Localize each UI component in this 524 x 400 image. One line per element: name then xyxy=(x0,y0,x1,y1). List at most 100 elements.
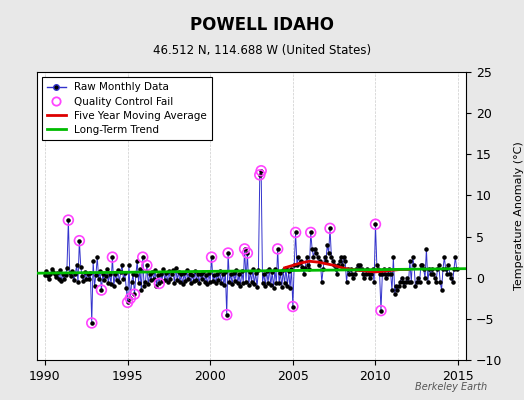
Point xyxy=(422,246,431,252)
Point xyxy=(70,277,78,283)
Point xyxy=(342,279,351,285)
Point xyxy=(224,250,232,256)
Point xyxy=(443,270,451,277)
Point xyxy=(307,229,315,236)
Point xyxy=(353,262,362,268)
Point xyxy=(71,271,80,278)
Point xyxy=(323,242,332,248)
Point xyxy=(282,265,290,271)
Point xyxy=(400,283,409,289)
Point xyxy=(219,271,227,278)
Point xyxy=(179,281,187,288)
Point xyxy=(412,279,421,285)
Point xyxy=(234,280,242,287)
Point xyxy=(364,270,373,277)
Point xyxy=(42,268,50,274)
Point xyxy=(302,254,311,260)
Point xyxy=(330,262,339,268)
Point xyxy=(154,272,162,278)
Point xyxy=(121,270,129,276)
Point xyxy=(346,266,355,273)
Point xyxy=(370,279,378,285)
Point xyxy=(327,254,335,260)
Point xyxy=(338,262,346,268)
Point xyxy=(392,283,400,289)
Point xyxy=(173,277,181,283)
Point xyxy=(361,274,369,281)
Point xyxy=(134,280,143,286)
Point xyxy=(235,270,243,277)
Point xyxy=(236,283,245,289)
Point xyxy=(89,258,97,264)
Point xyxy=(227,271,235,278)
Point xyxy=(141,279,150,285)
Point xyxy=(283,283,291,289)
Point xyxy=(103,266,111,273)
Point xyxy=(395,283,403,289)
Point xyxy=(241,246,249,252)
Point xyxy=(177,271,185,278)
Point xyxy=(309,254,318,260)
Point xyxy=(97,287,106,293)
Point xyxy=(250,281,258,288)
Point xyxy=(144,281,152,288)
Point xyxy=(201,279,209,285)
Point xyxy=(101,273,110,279)
Point xyxy=(165,268,173,274)
Point xyxy=(108,254,117,260)
Point xyxy=(78,273,86,279)
Point xyxy=(257,168,265,174)
Point xyxy=(143,262,151,268)
Point xyxy=(214,277,223,283)
Point xyxy=(418,262,427,268)
Point xyxy=(140,283,148,289)
Point xyxy=(194,270,202,277)
Point xyxy=(195,280,203,286)
Point xyxy=(372,221,380,228)
Point xyxy=(414,274,422,281)
Point xyxy=(232,267,241,274)
Point xyxy=(390,291,399,297)
Point xyxy=(110,283,118,289)
Point xyxy=(410,262,418,268)
Point xyxy=(312,250,321,256)
Point xyxy=(50,271,59,278)
Point xyxy=(180,270,188,276)
Point xyxy=(57,278,66,284)
Point xyxy=(367,270,376,277)
Point xyxy=(445,270,454,277)
Point xyxy=(208,254,216,260)
Point xyxy=(436,279,444,285)
Point xyxy=(99,271,107,278)
Point xyxy=(90,283,99,289)
Point xyxy=(326,225,334,232)
Point xyxy=(293,262,301,268)
Point xyxy=(196,271,205,278)
Point xyxy=(394,287,402,293)
Point xyxy=(438,287,446,293)
Point xyxy=(289,303,297,310)
Point xyxy=(420,266,428,273)
Point xyxy=(304,262,312,268)
Point xyxy=(59,270,67,277)
Point xyxy=(41,272,49,278)
Point xyxy=(220,282,228,288)
Point xyxy=(440,254,449,260)
Text: POWELL IDAHO: POWELL IDAHO xyxy=(190,16,334,34)
Point xyxy=(334,262,343,268)
Point xyxy=(81,269,89,275)
Point xyxy=(433,266,442,273)
Legend: Raw Monthly Data, Quality Control Fail, Five Year Moving Average, Long-Term Tren: Raw Monthly Data, Quality Control Fail, … xyxy=(42,77,212,140)
Point xyxy=(320,254,329,260)
Point xyxy=(100,277,108,283)
Point xyxy=(268,269,276,275)
Point xyxy=(247,279,256,285)
Point xyxy=(242,279,250,285)
Text: Berkeley Earth: Berkeley Earth xyxy=(415,382,487,392)
Point xyxy=(111,271,119,278)
Point xyxy=(181,278,190,284)
Point xyxy=(225,279,234,285)
Point xyxy=(163,279,172,285)
Point xyxy=(79,278,88,284)
Point xyxy=(374,266,383,273)
